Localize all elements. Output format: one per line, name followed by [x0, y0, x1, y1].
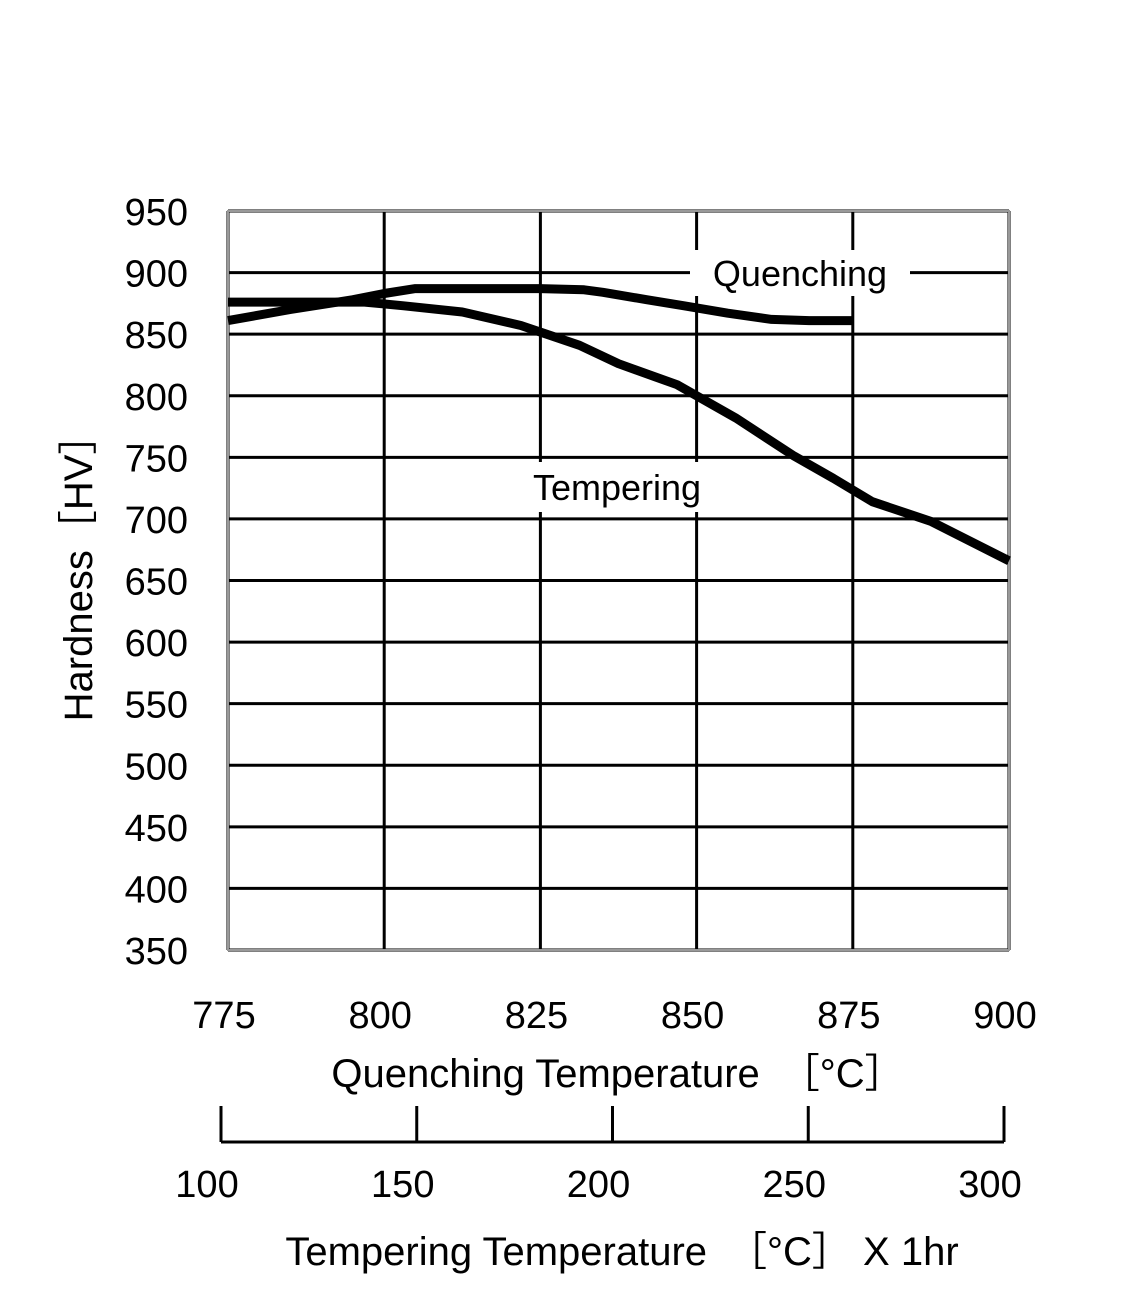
series-labels: Quenching Tempering [508, 250, 910, 512]
x2-tick-label: 100 [175, 1164, 238, 1206]
y-tick-label: 850 [125, 315, 188, 357]
x2-tick-label: 250 [763, 1164, 826, 1206]
y-tick-label: 500 [125, 746, 188, 788]
x-tick-label: 775 [192, 995, 255, 1037]
x-tick-label: 825 [505, 995, 568, 1037]
y-tick-label: 450 [125, 808, 188, 850]
x-tick-label: 875 [817, 995, 880, 1037]
y-tick-label: 700 [125, 500, 188, 542]
x2-tick-label: 150 [371, 1164, 434, 1206]
x-tick-labels: 775 800 825 850 875 900 [192, 995, 1036, 1037]
x-tick-label: 900 [973, 995, 1036, 1037]
y-tick-label: 650 [125, 562, 188, 604]
tempering-axis: 100 150 200 250 300 [175, 1106, 1022, 1206]
x2-tick-label: 300 [958, 1164, 1021, 1206]
y-tick-label: 400 [125, 869, 188, 911]
series-line-tempering [228, 297, 1012, 565]
y-tick-label: 600 [125, 623, 188, 665]
y-tick-label: 900 [125, 254, 188, 296]
x-axis-title: Quenching Temperature ［°C］ [331, 1052, 904, 1096]
tempering-label-bg [508, 462, 726, 512]
y-tick-label: 950 [125, 192, 188, 234]
x2-axis-title: Tempering Temperature ［°C］ X 1hr [285, 1230, 958, 1274]
y-axis-title: Hardness［HV］ [57, 415, 101, 722]
series-lines [227, 284, 1012, 565]
quenching-label-bg [690, 250, 910, 296]
plot-frame [227, 210, 1010, 951]
x-tick-label: 800 [348, 995, 411, 1037]
series-label-tempering: Tempering [533, 467, 701, 508]
y-tick-labels: 950 900 850 800 750 700 650 600 550 500 450 400 350 [125, 192, 188, 973]
series-label-quenching: Quenching [713, 253, 887, 294]
y-tick-label: 800 [125, 377, 188, 419]
x2-tick-label: 200 [567, 1164, 630, 1206]
y-tick-label: 550 [125, 685, 188, 727]
grid-lines [226, 209, 1011, 952]
x-tick-label: 850 [661, 995, 724, 1037]
y-tick-label: 750 [125, 438, 188, 480]
y-tick-label: 350 [125, 931, 188, 973]
